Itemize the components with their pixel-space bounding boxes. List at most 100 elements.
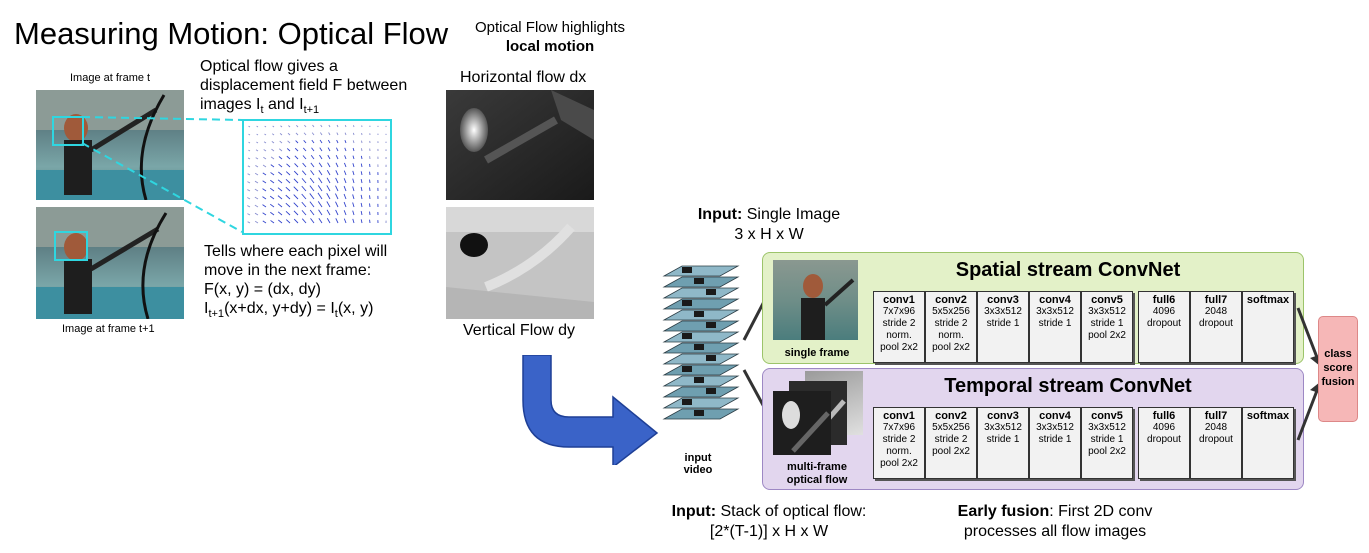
flow-vector [352,218,355,224]
video-frame-figure [706,289,716,295]
flow-vector [336,139,339,144]
layer-detail: stride 1 [986,434,1020,445]
flow-vector [279,148,283,152]
flow-vector [294,155,299,160]
spatial-thumbnail-graphic [801,274,855,340]
flow-vector [293,202,299,208]
layer-detail: 5x5x256 [932,306,970,317]
flow-vector [327,147,331,152]
flow-vector [254,180,259,184]
layer-detail: stride 1 [1038,434,1072,445]
layer-name: conv5 [1091,410,1123,422]
flow-vector [262,180,267,184]
spatial-caption: single frame [784,347,850,359]
flow-vector [352,202,355,208]
video-frame-figure [682,267,692,273]
flow-vector [262,220,267,224]
flow-vector [293,170,299,176]
spatial-layer-softmax: softmax [1242,291,1294,363]
flow-vector [270,156,275,160]
layer-name: full7 [1204,410,1228,422]
flow-vector [256,141,259,144]
spatial-layer-conv3: conv3 3x3x512 stride 1 [977,291,1029,363]
flow-vector [262,172,267,176]
flow-description: Optical flow gives a displacement field … [200,57,407,120]
flow-vector [311,132,315,136]
flow-vector [318,177,323,184]
flow-vector [335,162,339,168]
video-frame-figure [694,410,704,416]
flow-vector [271,141,275,144]
flow-vector [344,132,347,136]
flow-vector [247,165,251,168]
flow-vector [326,201,331,208]
layer-name: conv3 [987,410,1019,422]
flow-vector [301,170,307,176]
flow-vector [344,155,347,160]
flow-vector [318,209,323,216]
video-frame-figure [694,278,704,284]
flow-vector [294,147,299,152]
video-frame-slice [662,265,740,277]
flow-vector [262,212,267,216]
flow-vector [360,186,363,192]
flow-vector [248,125,251,128]
layer-detail: norm. [886,446,912,457]
video-frame-figure [694,377,704,383]
flow-vector [352,178,355,184]
flow-vector [256,125,259,128]
flow-vector [352,170,355,176]
layer-detail: 3x3x512 [1088,422,1126,433]
vertical-flow-label: Vertical Flow dy [463,322,576,339]
flow-vector [247,173,251,176]
early-fusion-note: Early fusion: First 2D conv processes al… [957,503,1153,540]
flow-vector [309,193,315,200]
video-frame-slice [662,397,740,409]
flow-vector [262,164,267,168]
layer-detail: pool 2x2 [1088,330,1126,341]
flow-vector [271,148,275,152]
frame-t-label: Image at frame t [70,72,151,84]
flow-vector [287,132,291,136]
flow-vector [343,201,347,208]
flow-vector [254,196,259,200]
flow-vector [360,155,363,160]
frame-t1-label: Image at frame t+1 [62,323,155,335]
flow-vector [248,141,251,144]
flow-vector [285,210,291,216]
flow-vector [263,156,267,160]
flow-vector [270,164,275,168]
flow-vector [262,188,267,192]
temporal-layer-full6: full6 4096 dropout [1138,407,1190,479]
flow-vector [317,192,323,200]
horizontal-flow-image [446,90,594,200]
flow-vector [269,195,275,200]
temporal-layer-conv3: conv3 3x3x512 stride 1 [977,407,1029,479]
flow-vector [295,140,299,144]
flow-vector [247,189,251,192]
layer-name: conv1 [883,294,915,306]
flow-vector [335,201,339,208]
video-frame-slice [662,287,740,299]
flow-vector [285,202,291,208]
desc1-line2: displacement field F between [200,77,408,94]
desc1-line3: images It and It+1 [200,96,320,117]
flow-vector [326,185,331,192]
layer-detail: stride 1 [1090,434,1124,445]
flow-vector [285,194,291,200]
flow-thumbnail-front [773,391,831,455]
video-frame-figure [682,399,692,405]
frame-t-image [36,90,184,200]
flow-vector [343,185,347,192]
flow-vector [254,172,259,176]
temporal-layer-conv5: conv5 3x3x512 stride 1 pool 2x2 [1081,407,1133,479]
flow-region-box-t1 [54,231,88,261]
vertical-flow-image [446,207,594,319]
spatial-input-thumbnail [773,260,858,340]
flow-highlight-note: Optical Flow highlights local motion [440,18,660,56]
flow-vector [327,162,331,168]
layer-name: softmax [1246,410,1290,422]
flow-vector [293,218,299,224]
flow-vector [262,196,267,200]
flow-vector [344,162,347,168]
